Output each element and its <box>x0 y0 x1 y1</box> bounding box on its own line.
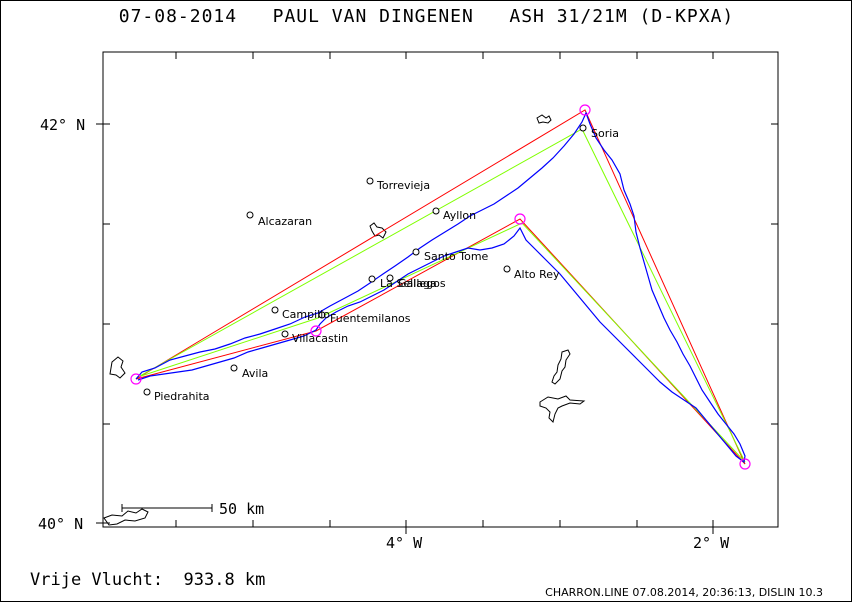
distance-readout: Vrije Vlucht: 933.8 km <box>30 570 266 590</box>
town-label-alcazaran: Alcazaran <box>258 215 312 228</box>
turnpoint-marker <box>310 325 322 337</box>
turnpoint-marker <box>579 104 591 116</box>
town-label-santo-tome: Santo Tome <box>424 250 489 263</box>
town-label-campillo: Campillo <box>282 308 330 321</box>
page-title: 07-08-2014 PAUL VAN DINGENEN ASH 31/21M … <box>118 6 735 27</box>
town-dot <box>579 124 587 132</box>
lake-outline <box>103 508 149 526</box>
town-label-piedrahita: Piedrahita <box>154 390 210 403</box>
town-dot <box>318 311 326 319</box>
turnpoint-marker <box>130 373 142 385</box>
lake-outline <box>109 356 126 379</box>
reservoir-outline <box>551 349 571 385</box>
plot-frame <box>102 51 779 528</box>
lat-label-40: 40° N <box>38 515 83 533</box>
town-dot <box>368 275 376 283</box>
turnpoint-marker <box>739 458 751 470</box>
town-dot <box>366 177 374 185</box>
reservoir-outline <box>539 395 586 423</box>
town-dot <box>246 211 254 219</box>
town-markers <box>143 124 587 396</box>
town-label-la-sellaga: La Sellaga <box>380 277 437 290</box>
lon-label-2w: 2° W <box>693 534 730 552</box>
town-dot <box>281 330 289 338</box>
town-label-avila: Avila <box>242 367 268 380</box>
lake-outline <box>369 222 387 239</box>
town-dot <box>412 248 420 256</box>
town-dot <box>230 364 238 372</box>
optimized-route <box>137 128 746 463</box>
land-outlines <box>103 114 586 526</box>
town-dot <box>143 388 151 396</box>
town-label-gallegos: Gallegos <box>398 277 446 290</box>
lake-outline <box>536 114 552 124</box>
lat-label-42: 42° N <box>40 116 85 134</box>
axis-ticks <box>96 52 778 534</box>
town-label-ayllon: Ayllon <box>443 209 476 222</box>
town-dot <box>503 265 511 273</box>
town-label-soria: Soria <box>591 127 619 140</box>
town-dot <box>386 274 394 282</box>
scale-bar-label: 50 km <box>219 500 264 518</box>
town-label-alto-rey: Alto Rey <box>514 268 560 281</box>
lon-label-4w: 4° W <box>386 534 423 552</box>
turnpoint-marker <box>514 213 526 225</box>
credit-line: CHARRON.LINE 07.08.2014, 20:36:13, DISLI… <box>545 586 823 599</box>
town-labels: Soria Torrevieja Alcazaran Ayllon Santo … <box>154 127 619 403</box>
turnpoints <box>130 104 751 470</box>
town-dot <box>432 207 440 215</box>
flight-track <box>135 111 746 464</box>
town-label-torrevieja: Torrevieja <box>376 179 430 192</box>
town-label-fuentemilanos: Fuentemilanos <box>330 312 411 325</box>
town-dot <box>271 306 279 314</box>
scale-bar <box>121 504 213 512</box>
town-label-villacastin: Villacastin <box>292 332 348 345</box>
